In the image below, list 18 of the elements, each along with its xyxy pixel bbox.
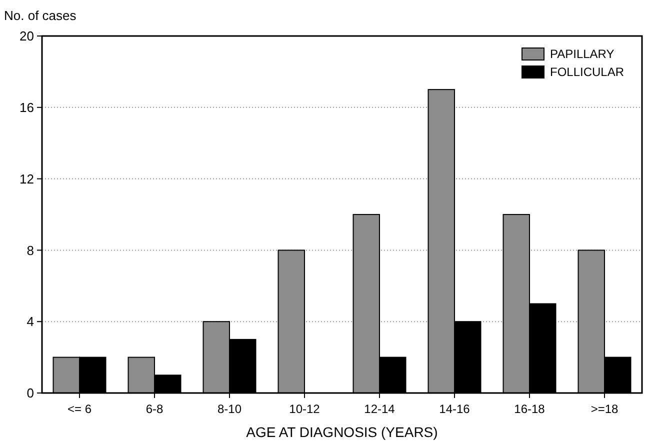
x-tick-label: 12-14 bbox=[364, 402, 396, 416]
legend-label: FOLLICULAR bbox=[550, 65, 624, 79]
x-tick-label: 8-10 bbox=[217, 402, 242, 416]
y-tick-label: 12 bbox=[20, 171, 34, 186]
y-axis-title: No. of cases bbox=[4, 8, 77, 23]
y-tick-label: 16 bbox=[20, 100, 34, 115]
x-tick-label: <= 6 bbox=[67, 402, 92, 416]
x-tick-label: 10-12 bbox=[289, 402, 320, 416]
x-axis-title: AGE AT DIAGNOSIS (YEARS) bbox=[246, 424, 438, 440]
legend-label: PAPILLARY bbox=[550, 47, 614, 61]
y-tick-label: 0 bbox=[26, 386, 34, 401]
x-tick-label: 14-16 bbox=[439, 402, 470, 416]
y-tick-label: 4 bbox=[26, 314, 34, 330]
y-tick-label: 8 bbox=[26, 242, 34, 258]
y-tick-label: 20 bbox=[20, 28, 34, 44]
x-tick-label: 16-18 bbox=[514, 402, 546, 416]
x-tick-label: 6-8 bbox=[146, 402, 164, 416]
x-tick-label: >=18 bbox=[590, 402, 618, 416]
